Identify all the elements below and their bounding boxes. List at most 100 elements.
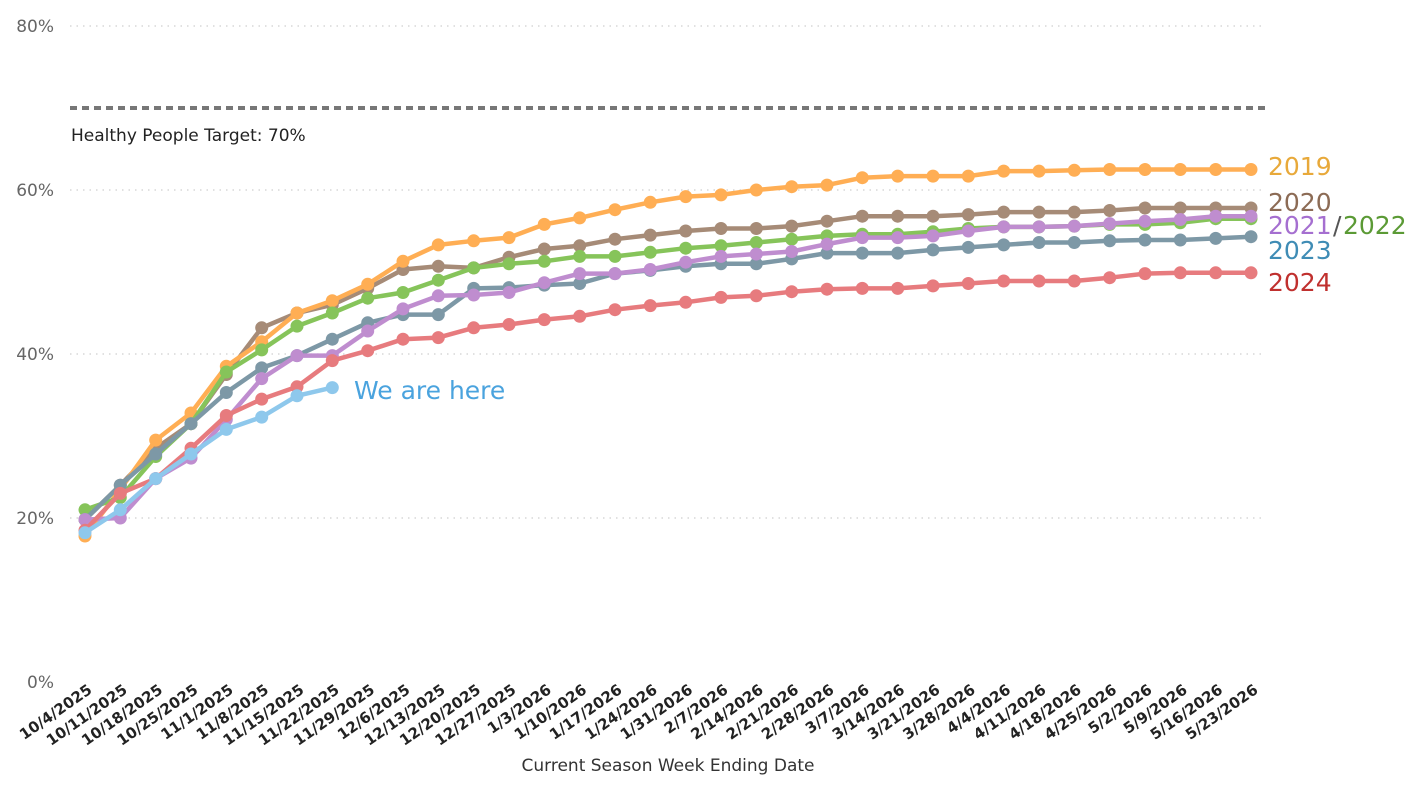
data-point [926,209,940,223]
data-point [714,239,728,253]
data-point [1067,163,1081,177]
data-point [184,417,198,431]
data-point [361,344,375,358]
x-axis-label: Current Season Week Ending Date [522,756,815,776]
data-point [1032,220,1046,234]
data-point [1103,271,1117,285]
data-point [785,232,799,246]
data-point [502,318,516,331]
data-point [997,238,1011,252]
data-point [149,433,163,447]
data-point [149,447,163,461]
data-point [396,286,410,299]
data-point [643,228,657,242]
data-point [431,308,445,322]
data-point [855,281,869,295]
data-point [431,259,445,273]
data-point [537,254,551,268]
series-line [82,234,1254,522]
data-point [891,246,905,260]
data-point [219,365,233,379]
data-point [1103,217,1117,231]
data-point [679,224,693,238]
target-label: Healthy People Target: 70% [71,126,306,146]
series-group [78,163,1258,543]
legend-2024: 2024 [1268,268,1332,297]
data-point [785,180,799,194]
data-point [855,246,869,260]
data-point [891,169,905,183]
data-point [643,195,657,209]
data-point [749,236,763,249]
data-point [961,240,975,254]
y-tick-label: 0% [27,673,54,693]
data-point [78,526,92,540]
data-point [361,277,375,291]
data-point [1032,164,1046,178]
series-2022 [78,212,1258,517]
data-point [396,302,410,316]
data-point [78,503,92,517]
data-point [325,332,339,346]
data-point [961,169,975,183]
data-point [573,249,587,263]
data-point [573,239,587,253]
data-point [502,257,516,271]
series-line [82,213,1254,522]
data-point [1138,163,1152,176]
x-axis: 10/4/202510/11/202510/18/202510/25/20251… [16,681,1261,750]
series-line [82,205,1254,522]
data-point [749,257,763,271]
data-point [537,217,551,231]
data-point [643,245,657,259]
data-point [1209,266,1223,280]
data-point [1173,233,1187,247]
data-point [290,389,304,403]
data-point [290,380,304,394]
data-point [1138,233,1152,247]
data-point [325,294,339,308]
data-point [608,232,622,246]
series-2024 [78,266,1258,537]
data-point [467,234,481,248]
data-point [679,255,693,269]
data-point [467,288,481,302]
data-point [714,290,728,304]
series-2021 [78,209,1258,527]
data-point [537,313,551,327]
y-axis: 0% 20% 40% 60% 80% [16,17,54,693]
data-point [820,282,834,296]
data-point [820,178,834,192]
data-point [679,241,693,255]
data-point [396,254,410,268]
data-point [325,354,339,368]
data-point [255,372,269,386]
data-point [113,486,127,500]
legend-2022: 2022 [1343,211,1407,240]
we-are-here-annotation: We are here [354,376,505,405]
data-point [714,249,728,263]
y-tick-label: 20% [16,509,54,529]
series-line [82,270,1254,533]
data-point [255,410,269,424]
data-point [997,274,1011,288]
data-point [290,319,304,333]
data-point [1032,205,1046,219]
data-point [113,503,127,517]
data-point [997,205,1011,219]
data-point [184,447,198,461]
data-point [255,392,269,406]
data-point [1244,230,1258,244]
data-point [820,237,834,251]
data-point [749,289,763,303]
data-point [1067,236,1081,249]
data-point [219,386,233,399]
data-point [714,222,728,235]
data-point [290,306,304,320]
data-point [643,299,657,313]
data-point [608,203,622,217]
data-point [679,295,693,309]
data-point [1138,214,1152,228]
data-point [361,291,375,305]
